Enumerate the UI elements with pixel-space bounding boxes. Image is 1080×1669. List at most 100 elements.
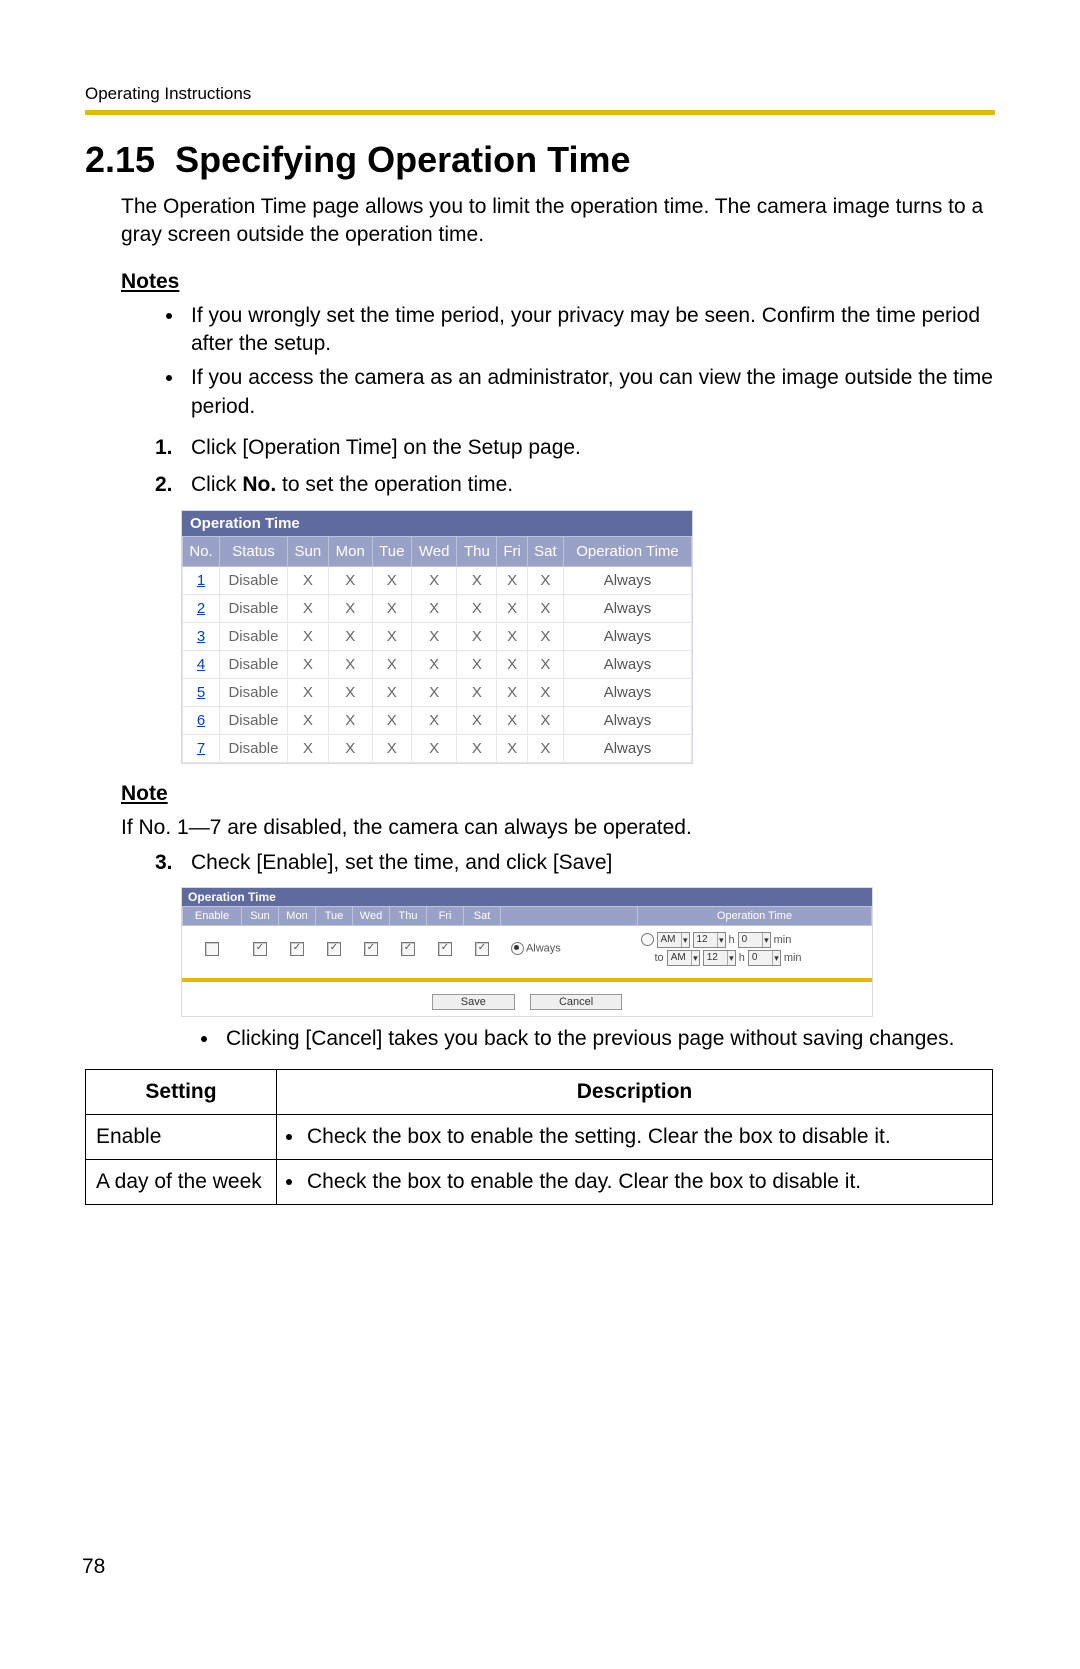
step-text: Click [Operation Time] on the Setup page…: [191, 436, 581, 459]
row-sat: X: [527, 622, 563, 650]
from-ampm-select[interactable]: AM: [657, 932, 690, 948]
section-number: 2.15: [85, 139, 155, 180]
note-text: If No. 1—7 are disabled, the camera can …: [121, 814, 995, 842]
save-button[interactable]: Save: [432, 994, 515, 1010]
row-sun: X: [287, 734, 328, 762]
steps-list-2: 3. Check [Enable], set the time, and cli…: [155, 848, 995, 878]
step-text-pre: Click: [191, 473, 242, 496]
row-sun: X: [287, 678, 328, 706]
step-number: 1.: [155, 433, 173, 463]
row-no[interactable]: 6: [183, 706, 220, 734]
table-row: 1DisableXXXXXXXAlways: [183, 566, 692, 594]
row-optime: Always: [563, 678, 691, 706]
to-min-select[interactable]: 0: [748, 950, 781, 966]
step-number: 2.: [155, 470, 173, 500]
col-sun: Sun: [242, 906, 279, 925]
tue-checkbox[interactable]: ✓: [327, 942, 341, 956]
row-no[interactable]: 7: [183, 734, 220, 762]
mon-checkbox[interactable]: ✓: [290, 942, 304, 956]
table-header-row: Enable Sun Mon Tue Wed Thu Fri Sat Opera…: [183, 906, 872, 925]
to-label: to: [655, 952, 664, 964]
to-ampm-select[interactable]: AM: [667, 950, 700, 966]
row-sun: X: [287, 622, 328, 650]
cancel-note: Clicking [Cancel] takes you back to the …: [220, 1025, 995, 1053]
row-no[interactable]: 5: [183, 678, 220, 706]
col-status: Status: [220, 536, 288, 566]
row-wed: X: [411, 734, 456, 762]
row-status: Disable: [220, 594, 288, 622]
header-rule: [85, 110, 995, 115]
col-setting: Setting: [86, 1070, 277, 1115]
button-row: Save Cancel: [182, 990, 872, 1016]
from-hour-select[interactable]: 12: [693, 932, 726, 948]
col-sat: Sat: [464, 906, 501, 925]
row-no[interactable]: 2: [183, 594, 220, 622]
document-page: Operating Instructions 2.15 Specifying O…: [0, 0, 1080, 1669]
row-status: Disable: [220, 706, 288, 734]
row-no[interactable]: 3: [183, 622, 220, 650]
row-optime: Always: [563, 650, 691, 678]
operation-time-table: Operation Time No. Status Sun Mon Tue We…: [181, 510, 693, 764]
col-tue: Tue: [372, 536, 411, 566]
col-thu: Thu: [457, 536, 497, 566]
row-no[interactable]: 1: [183, 566, 220, 594]
row-mon: X: [328, 622, 372, 650]
row-wed: X: [411, 566, 456, 594]
col-sun: Sun: [287, 536, 328, 566]
col-thu: Thu: [390, 906, 427, 925]
note-item: If you wrongly set the time period, your…: [185, 302, 995, 359]
row-optime: Always: [563, 706, 691, 734]
row-tue: X: [372, 566, 411, 594]
setting-name: Enable: [86, 1115, 277, 1160]
row-sat: X: [527, 594, 563, 622]
row-thu: X: [457, 622, 497, 650]
setting-name: A day of the week: [86, 1160, 277, 1205]
enable-checkbox[interactable]: [205, 942, 219, 956]
row-fri: X: [497, 678, 527, 706]
sat-checkbox[interactable]: ✓: [475, 942, 489, 956]
row-mon: X: [328, 594, 372, 622]
row-mon: X: [328, 706, 372, 734]
intro-text: The Operation Time page allows you to li…: [121, 193, 995, 250]
table-header-row: Setting Description: [86, 1070, 993, 1115]
note-heading: Note: [121, 782, 995, 806]
always-radio[interactable]: [511, 942, 524, 955]
row-fri: X: [497, 734, 527, 762]
sun-checkbox[interactable]: ✓: [253, 942, 267, 956]
col-wed: Wed: [353, 906, 390, 925]
always-label: Always: [526, 943, 561, 955]
row-tue: X: [372, 622, 411, 650]
table-row: 6DisableXXXXXXXAlways: [183, 706, 692, 734]
time-radio[interactable]: [641, 933, 654, 946]
table-row: 4DisableXXXXXXXAlways: [183, 650, 692, 678]
note-item: If you access the camera as an administr…: [185, 364, 995, 421]
row-status: Disable: [220, 734, 288, 762]
col-mon: Mon: [328, 536, 372, 566]
row-no[interactable]: 4: [183, 650, 220, 678]
cancel-note-list: Clicking [Cancel] takes you back to the …: [220, 1025, 995, 1053]
step-2: 2. Click No. to set the operation time.: [155, 470, 995, 500]
wed-checkbox[interactable]: ✓: [364, 942, 378, 956]
row-wed: X: [411, 706, 456, 734]
row-mon: X: [328, 650, 372, 678]
to-hour-select[interactable]: 12: [703, 950, 736, 966]
table-header-row: No. Status Sun Mon Tue Wed Thu Fri Sat O…: [183, 536, 692, 566]
thu-checkbox[interactable]: ✓: [401, 942, 415, 956]
from-min-select[interactable]: 0: [738, 932, 771, 948]
cancel-button[interactable]: Cancel: [530, 994, 622, 1010]
page-number: 78: [82, 1555, 105, 1579]
col-optime: Operation Time: [563, 536, 691, 566]
row-thu: X: [457, 650, 497, 678]
setting-desc: Check the box to enable the setting. Cle…: [277, 1115, 993, 1160]
row-fri: X: [497, 622, 527, 650]
separator-rule: [182, 978, 872, 982]
table-row: 3DisableXXXXXXXAlways: [183, 622, 692, 650]
step-text-bold: No.: [242, 473, 276, 496]
col-description: Description: [277, 1070, 993, 1115]
operation-time-edit-grid: Enable Sun Mon Tue Wed Thu Fri Sat Opera…: [182, 906, 872, 972]
fri-checkbox[interactable]: ✓: [438, 942, 452, 956]
table-row: A day of the week Check the box to enabl…: [86, 1160, 993, 1205]
desc-item: Check the box to enable the setting. Cle…: [305, 1125, 982, 1149]
row-optime: Always: [563, 734, 691, 762]
header-label: Operating Instructions: [85, 84, 995, 104]
